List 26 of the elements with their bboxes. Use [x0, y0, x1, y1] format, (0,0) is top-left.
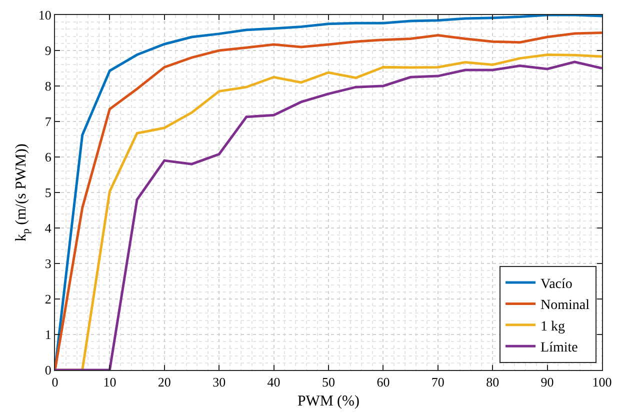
legend-label: Límite — [540, 340, 578, 356]
x-tick-label: 40 — [267, 374, 280, 390]
legend-label: 1 kg — [540, 319, 566, 334]
y-tick-label: 0 — [44, 362, 52, 378]
x-axis-title: PWM (%) — [297, 394, 360, 410]
legend-label: Vacío — [540, 276, 572, 292]
y-tick-label: 4 — [44, 220, 52, 236]
legend-label: Nominal — [540, 298, 590, 314]
x-tick-label: 60 — [376, 374, 390, 390]
x-tick-label: 100 — [592, 374, 612, 390]
y-tick-label: 9 — [44, 43, 52, 58]
y-tick-label: 6 — [44, 150, 52, 165]
x-tick-label: 90 — [540, 374, 554, 390]
y-tick-label: 2 — [44, 292, 52, 307]
y-tick-label: 7 — [44, 114, 52, 130]
x-tick-label: 70 — [431, 374, 444, 390]
x-tick-label: 80 — [486, 374, 500, 390]
y-tick-label: 3 — [44, 256, 52, 272]
x-tick-label: 20 — [158, 374, 171, 390]
y-tick-label: 1 — [44, 327, 52, 342]
y-tick-label: 10 — [38, 8, 52, 23]
x-tick-label: 30 — [212, 374, 226, 390]
x-tick-label: 50 — [322, 374, 335, 390]
y-tick-label: 8 — [44, 78, 52, 94]
x-tick-label: 10 — [103, 374, 116, 390]
y-tick-label: 5 — [44, 185, 52, 200]
